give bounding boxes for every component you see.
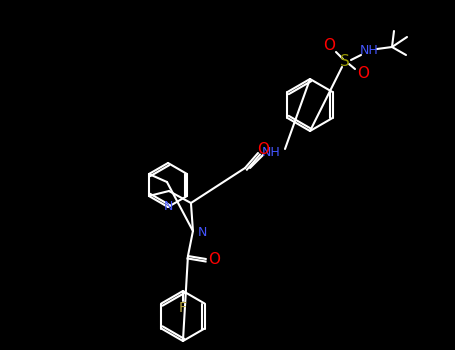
Text: O: O	[208, 252, 220, 266]
Text: O: O	[257, 142, 269, 158]
Text: F: F	[179, 301, 187, 315]
Text: O: O	[323, 38, 335, 54]
Text: NH: NH	[359, 43, 379, 56]
Text: N: N	[197, 225, 207, 238]
Text: O: O	[357, 66, 369, 82]
Text: NH: NH	[262, 146, 280, 159]
Text: S: S	[340, 55, 350, 70]
Text: N: N	[163, 199, 173, 212]
